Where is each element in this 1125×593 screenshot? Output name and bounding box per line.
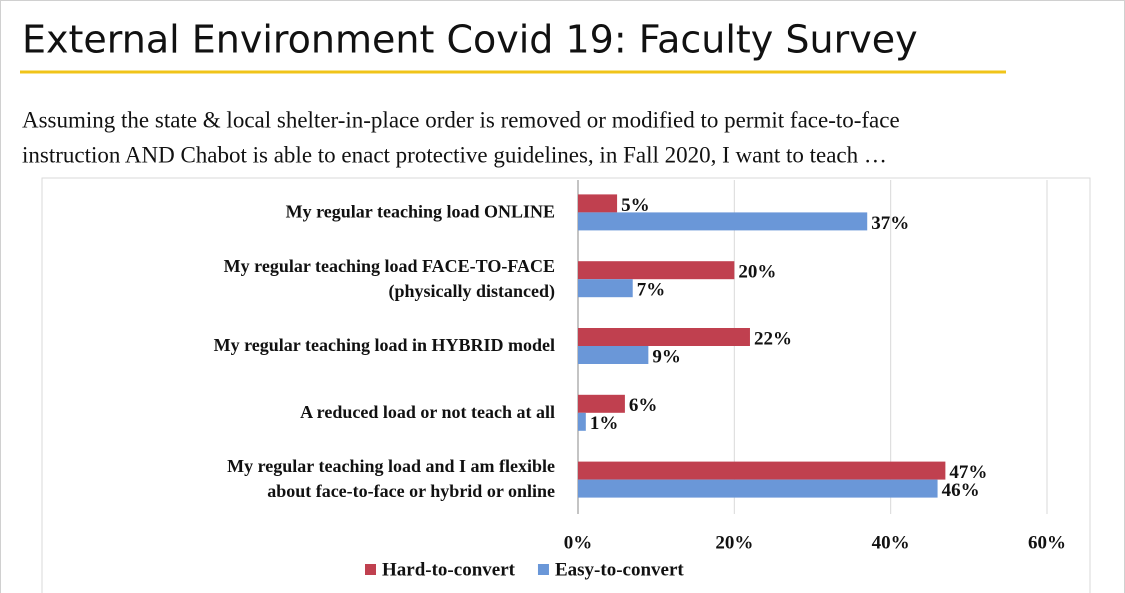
x-tick-label: 60% [1028,532,1066,553]
value-label: 20% [738,262,776,283]
legend-swatch [365,564,376,575]
x-tick-label: 0% [564,532,593,553]
bar [578,412,586,431]
category-label: (physically distanced) [388,281,555,302]
bar [578,212,868,231]
category-label: My regular teaching load in HYBRID model [214,335,555,355]
category-label: My regular teaching load ONLINE [286,202,555,222]
subtitle-line: Assuming the state & local shelter-in-pl… [22,107,900,132]
bar [578,346,649,364]
bar [578,279,633,298]
category-label: My regular teaching load and I am flexib… [227,456,555,476]
chart-frame [41,177,1091,593]
legend-label: Hard-to-convert [382,559,516,580]
slide-title: External Environment Covid 19: Faculty S… [22,18,918,62]
value-label: 22% [754,328,792,349]
bar [578,461,946,480]
bar [578,394,625,413]
value-label: 9% [652,346,681,367]
category-label: My regular teaching load FACE-TO-FACE [224,256,555,276]
bar [578,261,735,280]
bar [578,194,618,213]
subtitle-line: instruction AND Chabot is able to enact … [22,142,887,167]
value-label: 37% [871,213,909,234]
value-label: 6% [629,395,658,416]
x-tick-label: 20% [715,532,753,553]
legend-swatch [537,564,549,575]
x-tick-label: 40% [872,532,910,553]
value-label: 5% [621,195,650,216]
category-label: A reduced load or not teach at all [300,402,555,422]
value-label: 47% [949,462,987,483]
value-label: 46% [942,480,980,501]
value-label: 1% [590,413,619,434]
legend-label: Easy-to-convert [555,559,684,580]
bar [578,479,938,498]
bar [578,328,750,346]
value-label: 7% [637,280,666,301]
category-label: about face-to-face or hybrid or online [267,481,555,501]
